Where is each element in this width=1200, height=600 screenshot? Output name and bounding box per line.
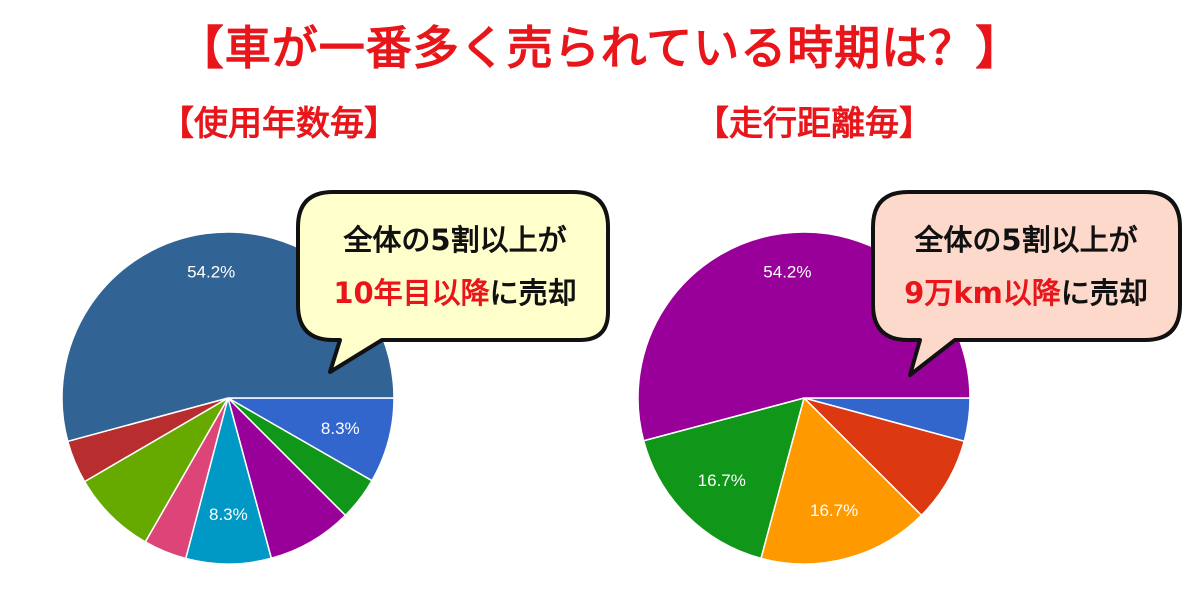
chart-title-usage-years: 【使用年数毎】 (160, 104, 398, 144)
usage-years-slice-3 (184, 395, 273, 565)
callout-left-line2: 10年目以降に売却 (333, 276, 576, 310)
usage-years-slice-2 (226, 395, 347, 560)
callout-left-line1: 全体の5割以上が (342, 223, 566, 257)
callout-left-highlight: 10年目以降 (333, 276, 490, 310)
mileage-slice-3 (642, 396, 806, 560)
callout-right-line1: 全体の5割以上が (913, 223, 1137, 257)
callout-bubble-left: 全体の5割以上が 10年目以降に売却 (296, 190, 610, 374)
callout-right-line2: 9万km以降に売却 (904, 276, 1148, 310)
usage-years-label-0: 8.3% (321, 419, 360, 438)
chart-title-mileage: 【走行距離毎】 (695, 104, 933, 144)
usage-years-slice-0 (225, 397, 395, 482)
mileage-label-4: 54.2% (763, 262, 811, 281)
callout-bubble-left-shape (296, 190, 610, 374)
callout-right-highlight: 9万km以降 (904, 276, 1062, 310)
mileage-label-3: 16.7% (698, 471, 746, 490)
mileage-label-2: 16.7% (810, 501, 858, 520)
callout-left-rest: に売却 (490, 276, 577, 310)
main-title: 【車が一番多く売られている時期は？】 (177, 21, 1023, 75)
mileage-slice-2 (760, 396, 923, 565)
usage-years-slice-5 (83, 395, 231, 543)
usage-years-label-7: 54.2% (187, 262, 235, 281)
callout-right-rest: に売却 (1061, 276, 1148, 310)
usage-years-label-3: 8.3% (209, 505, 248, 524)
mileage-slice-1 (801, 396, 966, 517)
callout-bubble-right: 全体の5割以上が 9万km以降に売却 (871, 190, 1182, 377)
callout-bubble-right-shape (871, 190, 1182, 377)
